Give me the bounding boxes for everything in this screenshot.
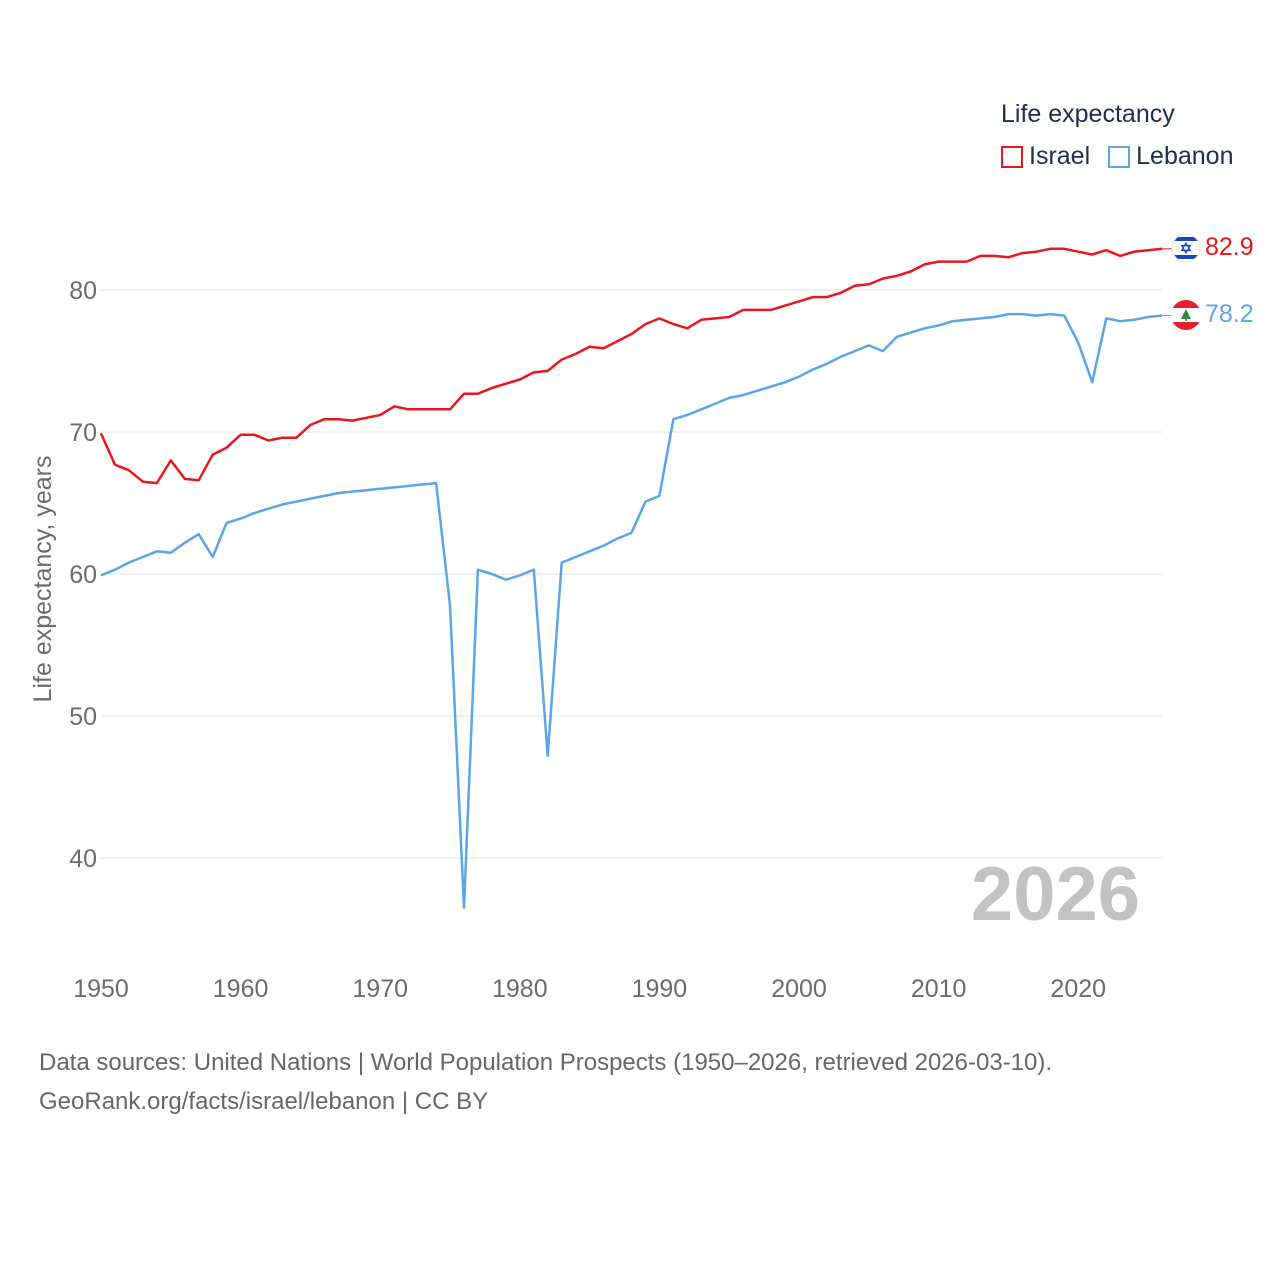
legend: Israel Lebanon [1001, 142, 1251, 171]
lebanon-end-value: 78.2 [1205, 300, 1254, 328]
series-lines [99, 247, 1172, 909]
x-tick-label: 2000 [771, 975, 827, 1003]
y-tick-label: 70 [69, 419, 97, 447]
x-tick-label: 1980 [492, 975, 548, 1003]
x-axis-ticks: 1950 1960 1970 1980 1990 2000 2010 2020 [73, 975, 1106, 1003]
legend-title: Life expectancy [1001, 100, 1175, 128]
y-axis-ticks: 40 50 60 70 80 [69, 277, 97, 873]
x-tick-label: 1960 [213, 975, 269, 1003]
legend-label-lebanon: Lebanon [1136, 142, 1234, 170]
x-tick-label: 1950 [73, 975, 129, 1003]
gridlines [101, 289, 1162, 859]
year-watermark: 2026 [971, 852, 1140, 937]
legend-item-lebanon[interactable]: Lebanon [1108, 142, 1233, 171]
x-tick-label: 1990 [632, 975, 688, 1003]
source-line: Data sources: United Nations | World Pop… [39, 1049, 1053, 1076]
y-tick-label: 40 [69, 845, 97, 873]
legend-item-israel[interactable]: Israel [1001, 142, 1090, 171]
israel-flag-icon [1171, 233, 1201, 263]
x-tick-label: 1970 [352, 975, 408, 1003]
lebanon-flag-icon [1171, 300, 1201, 330]
israel-swatch-icon [1001, 145, 1023, 168]
attribution-link[interactable]: GeoRank.org/facts/israel/lebanon | CC BY [39, 1088, 489, 1115]
series-line-lebanon[interactable] [100, 312, 1163, 909]
y-axis-label: Life expectancy, years [29, 456, 57, 703]
lebanon-swatch-icon [1108, 145, 1131, 168]
y-tick-label: 80 [69, 277, 97, 305]
y-tick-label: 50 [69, 703, 97, 731]
x-tick-label: 2020 [1050, 975, 1106, 1003]
y-tick-label: 60 [69, 561, 97, 589]
israel-end-value: 82.9 [1205, 233, 1254, 261]
source-footer: Data sources: United Nations | World Pop… [39, 1043, 1052, 1121]
x-tick-label: 2010 [911, 975, 967, 1003]
series-line-israel[interactable] [99, 247, 1163, 485]
legend-label-israel: Israel [1029, 142, 1091, 170]
